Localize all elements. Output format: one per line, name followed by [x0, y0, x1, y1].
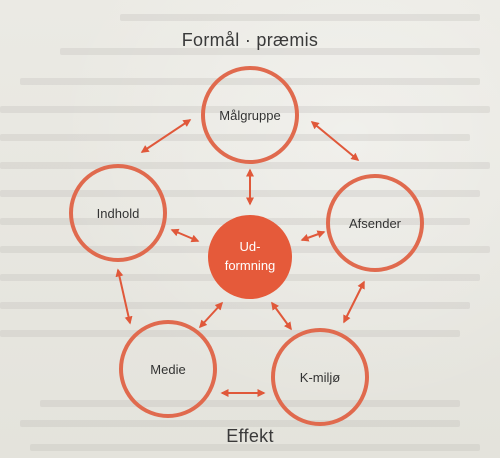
background-text-line [20, 420, 460, 427]
background-text-line [120, 14, 480, 21]
background-text-line [20, 78, 480, 85]
arrow-center-indhold [170, 228, 200, 243]
k-miljo-node [271, 328, 369, 426]
arrow-indhold-malgruppe [140, 119, 192, 153]
arrow-center-medie [198, 301, 224, 329]
k-miljo-label: K-miljø [300, 370, 340, 385]
malgruppe-label: Målgruppe [219, 108, 280, 123]
center-label-line2: formning [225, 258, 276, 273]
indhold-label: Indhold [97, 206, 140, 221]
malgruppe-node [201, 66, 299, 164]
arrow-center-kmiljo [271, 301, 292, 331]
center-label-line1: Ud- [240, 239, 261, 254]
arrow-malgruppe-afsender [310, 121, 360, 161]
background-text-line [40, 400, 460, 407]
background-text-line [30, 444, 480, 451]
afsender-label: Afsender [349, 216, 402, 231]
indhold-node [69, 164, 167, 262]
medie-label: Medie [150, 362, 185, 377]
medie-node [119, 320, 217, 418]
background-text-line [0, 134, 470, 141]
udformning-center-node [208, 215, 292, 299]
background-text-line [60, 48, 480, 55]
arrow-center-afsender [300, 230, 326, 242]
diagram-title: Formål · præmis [181, 30, 319, 50]
arrow-afsender-kmiljo [343, 280, 365, 324]
arrow-medie-indhold [115, 268, 133, 325]
diagram-footer: Effekt [226, 426, 274, 446]
background-text-line [0, 190, 480, 197]
background-text-line [0, 330, 460, 337]
afsender-node [326, 174, 424, 272]
background-text-line [0, 162, 490, 169]
background-text-line [0, 302, 470, 309]
background-text-line [0, 106, 490, 113]
